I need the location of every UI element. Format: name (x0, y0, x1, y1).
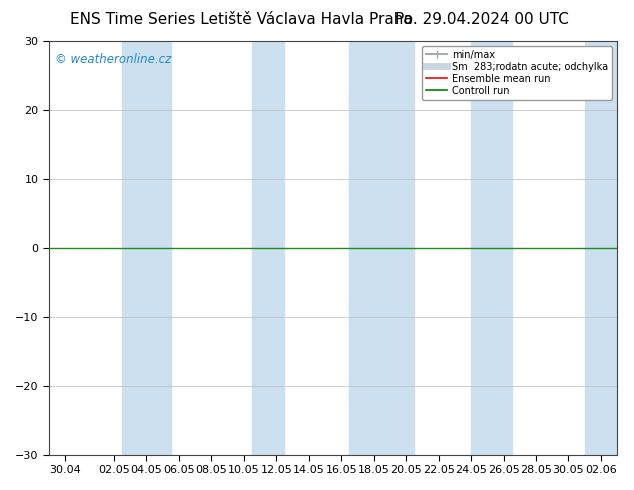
Legend: min/max, Sm  283;rodatn acute; odchylka, Ensemble mean run, Controll run: min/max, Sm 283;rodatn acute; odchylka, … (422, 46, 612, 99)
Text: Po. 29.04.2024 00 UTC: Po. 29.04.2024 00 UTC (395, 12, 569, 27)
Bar (349, 41, 414, 455)
Bar (471, 41, 512, 455)
Bar (122, 41, 171, 455)
Text: ENS Time Series Letiště Václava Havla Praha: ENS Time Series Letiště Václava Havla Pr… (70, 12, 412, 27)
Text: © weatheronline.cz: © weatheronline.cz (55, 53, 171, 67)
Bar (585, 41, 633, 455)
Bar (252, 41, 284, 455)
